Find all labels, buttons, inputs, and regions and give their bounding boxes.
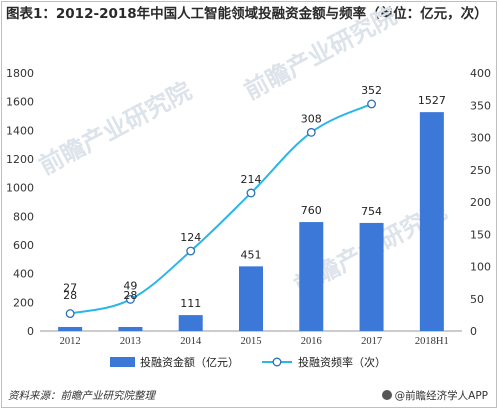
y-left-tick-label: 600 (13, 239, 34, 252)
y-right-tick-label: 150 (470, 228, 491, 241)
legend-swatch-bar (110, 357, 135, 367)
y-left-tick-label: 400 (13, 268, 34, 281)
y-left-tick-label: 1800 (6, 67, 34, 80)
y-left-tick-label: 1400 (6, 124, 34, 137)
watermark-text: 前瞻产业研究院 (35, 77, 196, 181)
bar (419, 112, 444, 331)
bar (178, 315, 203, 331)
y-left-tick-label: 800 (13, 210, 34, 223)
line-value-label: 49 (123, 279, 137, 292)
line-value-label: 308 (301, 112, 322, 125)
line-value-label: 352 (361, 84, 382, 97)
line-point (246, 188, 256, 198)
legend-label-bar: 投融资金额（亿元） (140, 355, 239, 369)
bar-value-label: 111 (180, 297, 201, 310)
y-left-tick-label: 1600 (6, 96, 34, 109)
y-right-tick-label: 50 (470, 293, 484, 306)
legend-label-line: 投融资频率（次） (298, 355, 386, 369)
bar (58, 326, 83, 331)
bar-value-label: 754 (361, 205, 382, 218)
x-tick-label: 2016 (301, 336, 322, 347)
y-right-tick-label: 100 (470, 261, 491, 274)
x-tick-label: 2017 (361, 336, 382, 347)
legend: 投融资金额（亿元） 投融资频率（次） (110, 355, 386, 369)
x-tick-label: 2013 (120, 336, 141, 347)
source-note: 资料来源：前瞻产业研究院整理 (8, 390, 155, 402)
bar-value-label: 760 (301, 204, 322, 217)
bar-value-label: 28 (63, 289, 77, 302)
y-right-tick-label: 400 (470, 67, 491, 80)
legend-marker-line (272, 357, 282, 367)
line-point (306, 127, 316, 137)
brand-icon (381, 390, 392, 400)
brand-credit: @前瞻经济学人APP (381, 388, 488, 403)
bar-value-label: 28 (123, 289, 137, 302)
x-tick-label: 2014 (180, 336, 202, 347)
bar (239, 266, 263, 331)
y-right-tick-label: 300 (470, 132, 491, 145)
x-tick-label: 2018H1 (415, 336, 449, 347)
y-left-tick-label: 0 (27, 325, 34, 338)
y-right-tick-label: 200 (470, 196, 491, 209)
brand-text: @前瞻经济学人APP (394, 390, 488, 402)
line-point (186, 246, 196, 256)
bar-value-label: 1527 (418, 94, 446, 107)
data-labels: 28 28 111 451 760 754 1527 27 49 124 214 308 352 (63, 84, 446, 310)
line-series (65, 99, 377, 319)
line-value-label: 124 (180, 231, 201, 244)
bar-value-label: 451 (241, 248, 262, 261)
line-value-label: 27 (63, 282, 77, 295)
x-tick-label: 2012 (60, 336, 81, 347)
line-value-label: 214 (241, 173, 262, 186)
chart-title: 图表1：2012-2018年中国人工智能领域投融资金额与频率（单位：亿元，次） (6, 6, 488, 22)
line-point (65, 309, 75, 319)
y-right-tick-label: 250 (470, 164, 491, 177)
y-right-tick-label: 0 (470, 325, 477, 338)
y-left-tick-label: 1000 (6, 182, 34, 195)
line-point (367, 99, 377, 109)
y-left-tick-label: 200 (13, 296, 34, 309)
bar (359, 222, 384, 331)
line-point (125, 294, 135, 304)
bar (118, 326, 143, 331)
bar (299, 222, 324, 331)
y-left-tick-label: 1200 (6, 153, 34, 166)
axes: 0 200 400 600 800 1000 1200 1400 1600 1800 0 50 100 1… (6, 67, 491, 347)
y-right-tick-label: 350 (470, 99, 491, 112)
bar-series (58, 112, 444, 331)
x-tick-label: 2015 (241, 336, 262, 347)
